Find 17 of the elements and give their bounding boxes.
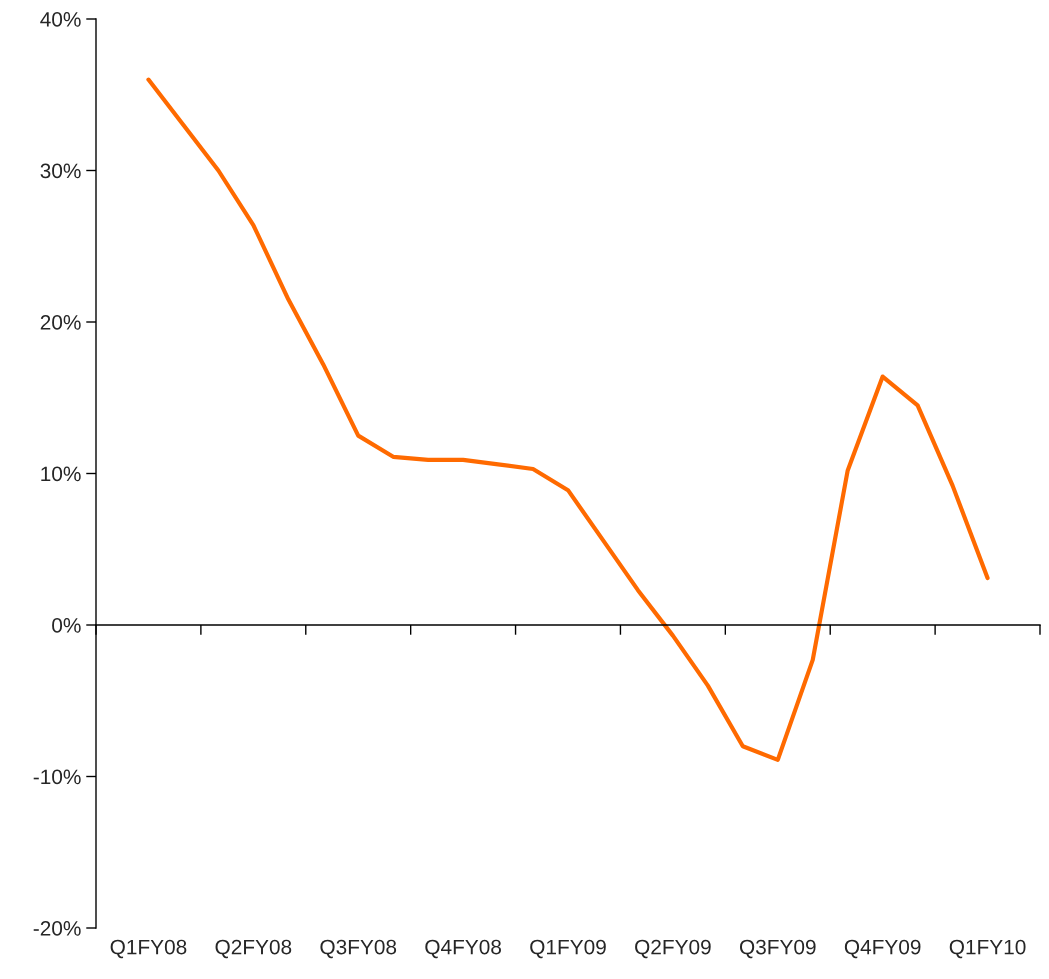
line-series [146,77,990,762]
y-tick-label: 40% [40,12,81,27]
x-tick-label: Q3FY08 [320,939,397,959]
y-tick-label: 0% [52,618,81,633]
x-tick-label: Q4FY08 [425,939,501,959]
y-tick-label: 30% [40,163,81,179]
y-tick-label: 10% [41,466,81,482]
x-tick-label: Q1FY10 [949,939,1026,959]
y-tick-label: -20% [33,921,81,936]
y-tick-label: 20% [40,315,81,330]
y-tick-label: -10% [33,769,81,785]
x-tick-label: Q2FY08 [215,939,292,959]
x-tick-label: Q3FY09 [739,939,816,959]
x-tick-label: Q1FY08 [110,939,187,959]
x-tick-label: Q1FY09 [530,939,606,959]
x-tick-label: Q4FY09 [844,939,921,959]
x-tick-label: Q2FY09 [635,939,711,959]
